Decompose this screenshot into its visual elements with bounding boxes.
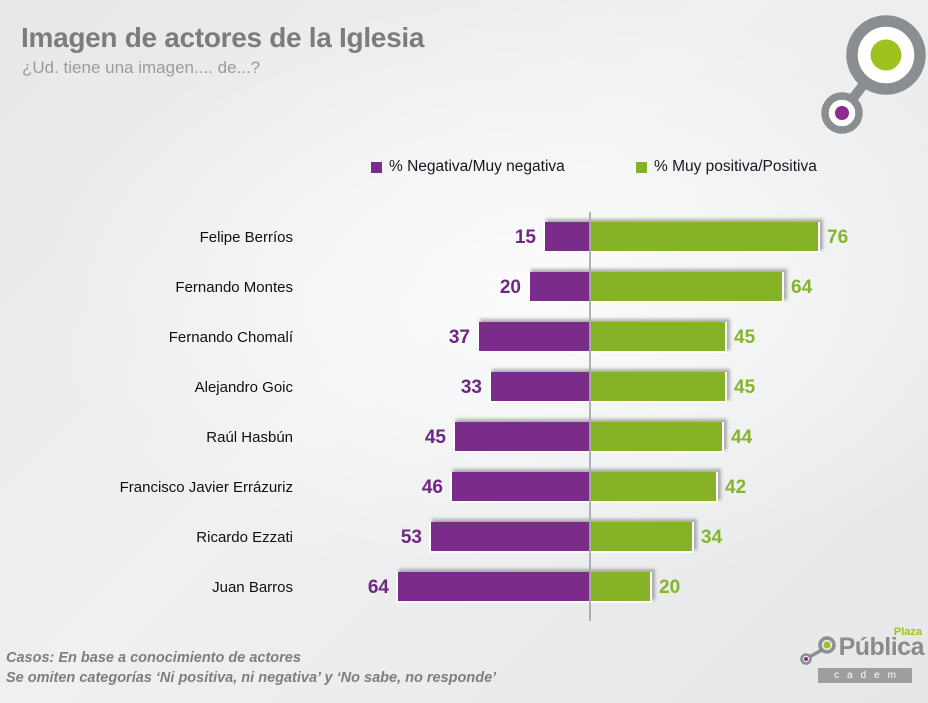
brand-cadem-label: cadem: [818, 668, 912, 683]
positive-bar: [590, 572, 650, 601]
positive-value-label: 45: [734, 377, 756, 398]
page-title: Imagen de actores de la Iglesia: [21, 22, 425, 53]
negative-bar: [455, 422, 590, 451]
negative-bar: [530, 272, 590, 301]
chart-row: Alejandro Goic 33 45: [0, 363, 928, 413]
actor-name-label: Felipe Berríos: [199, 229, 293, 246]
positive-value-label: 34: [701, 527, 723, 548]
legend-negative-label: % Negativa/Muy negativa: [389, 158, 565, 175]
positive-value-label: 76: [827, 227, 849, 248]
positive-value-label: 64: [791, 277, 813, 298]
bar-pair: [450, 472, 718, 503]
legend-positive-label: % Muy positiva/Positiva: [654, 158, 817, 175]
page-subtitle: ¿Ud. tiene una imagen.... de...?: [22, 58, 261, 77]
negative-bar: [431, 522, 590, 551]
actor-name-label: Fernando Chomalí: [168, 329, 293, 346]
chart-row: Juan Barros 64 20: [0, 563, 928, 613]
chart-row: Francisco Javier Errázuriz 46 42: [0, 463, 928, 513]
positive-value-label: 20: [659, 577, 681, 598]
positive-value-label: 42: [725, 477, 747, 498]
chart-row: Ricardo Ezzati 53 34: [0, 513, 928, 563]
negative-swatch-icon: [371, 161, 382, 173]
positive-bar: [590, 222, 818, 251]
legend-item-positive: % Muy positiva/Positiva: [636, 158, 817, 176]
negative-value-label: 64: [367, 577, 389, 598]
negative-bar: [491, 372, 590, 401]
circles-decoration-icon: [821, 15, 926, 134]
chart-row: Felipe Berríos 15 76: [0, 213, 928, 263]
legend-item-negative: % Negativa/Muy negativa: [371, 158, 565, 176]
positive-bar: [590, 372, 725, 401]
actor-name-label: Fernando Montes: [175, 279, 293, 296]
bar-pair: [528, 272, 784, 303]
footnote: Casos: En base a conocimiento de actores…: [6, 649, 496, 688]
actor-name-label: Francisco Javier Errázuriz: [119, 479, 293, 496]
chart-row: Fernando Chomalí 37 45: [0, 313, 928, 363]
negative-value-label: 53: [400, 527, 422, 548]
chart-row: Raúl Hasbún 45 44: [0, 413, 928, 463]
negative-value-label: 46: [421, 477, 443, 498]
footnote-line-1: Casos: En base a conocimiento de actores: [6, 650, 301, 666]
bar-pair: [453, 422, 724, 453]
negative-bar: [452, 472, 590, 501]
positive-swatch-icon: [636, 161, 647, 173]
negative-value-label: 45: [424, 427, 446, 448]
positive-bar: [590, 272, 782, 301]
actor-name-label: Juan Barros: [212, 579, 293, 596]
actor-name-label: Ricardo Ezzati: [196, 529, 293, 546]
negative-bar: [398, 572, 590, 601]
actor-name-label: Raúl Hasbún: [206, 429, 293, 446]
chart-row: Fernando Montes 20 64: [0, 263, 928, 313]
bar-pair: [429, 522, 694, 553]
brand-plaza-label: Plaza: [893, 626, 922, 638]
negative-value-label: 33: [460, 377, 482, 398]
negative-bar: [479, 322, 590, 351]
positive-value-label: 44: [731, 427, 753, 448]
plaza-publica-cadem-logo: Plaza Pública cadem: [798, 626, 925, 688]
positive-bar: [590, 322, 725, 351]
bar-pair: [489, 372, 727, 403]
positive-bar: [590, 422, 722, 451]
negative-value-label: 15: [514, 227, 536, 248]
bar-pair: [477, 322, 727, 353]
negative-value-label: 20: [499, 277, 521, 298]
positive-bar: [590, 472, 716, 501]
positive-value-label: 45: [734, 327, 756, 348]
footnote-line-2: Se omiten categorías ‘Ni positiva, ni ne…: [6, 669, 497, 686]
positive-bar: [590, 522, 692, 551]
negative-value-label: 37: [448, 327, 470, 348]
negative-bar: [545, 222, 590, 251]
plaza-publica-circles-icon: [800, 636, 836, 665]
bar-pair: [543, 222, 820, 253]
brand-publica-label: Pública: [838, 633, 925, 661]
actor-name-label: Alejandro Goic: [194, 379, 293, 396]
bar-pair: [396, 572, 652, 603]
